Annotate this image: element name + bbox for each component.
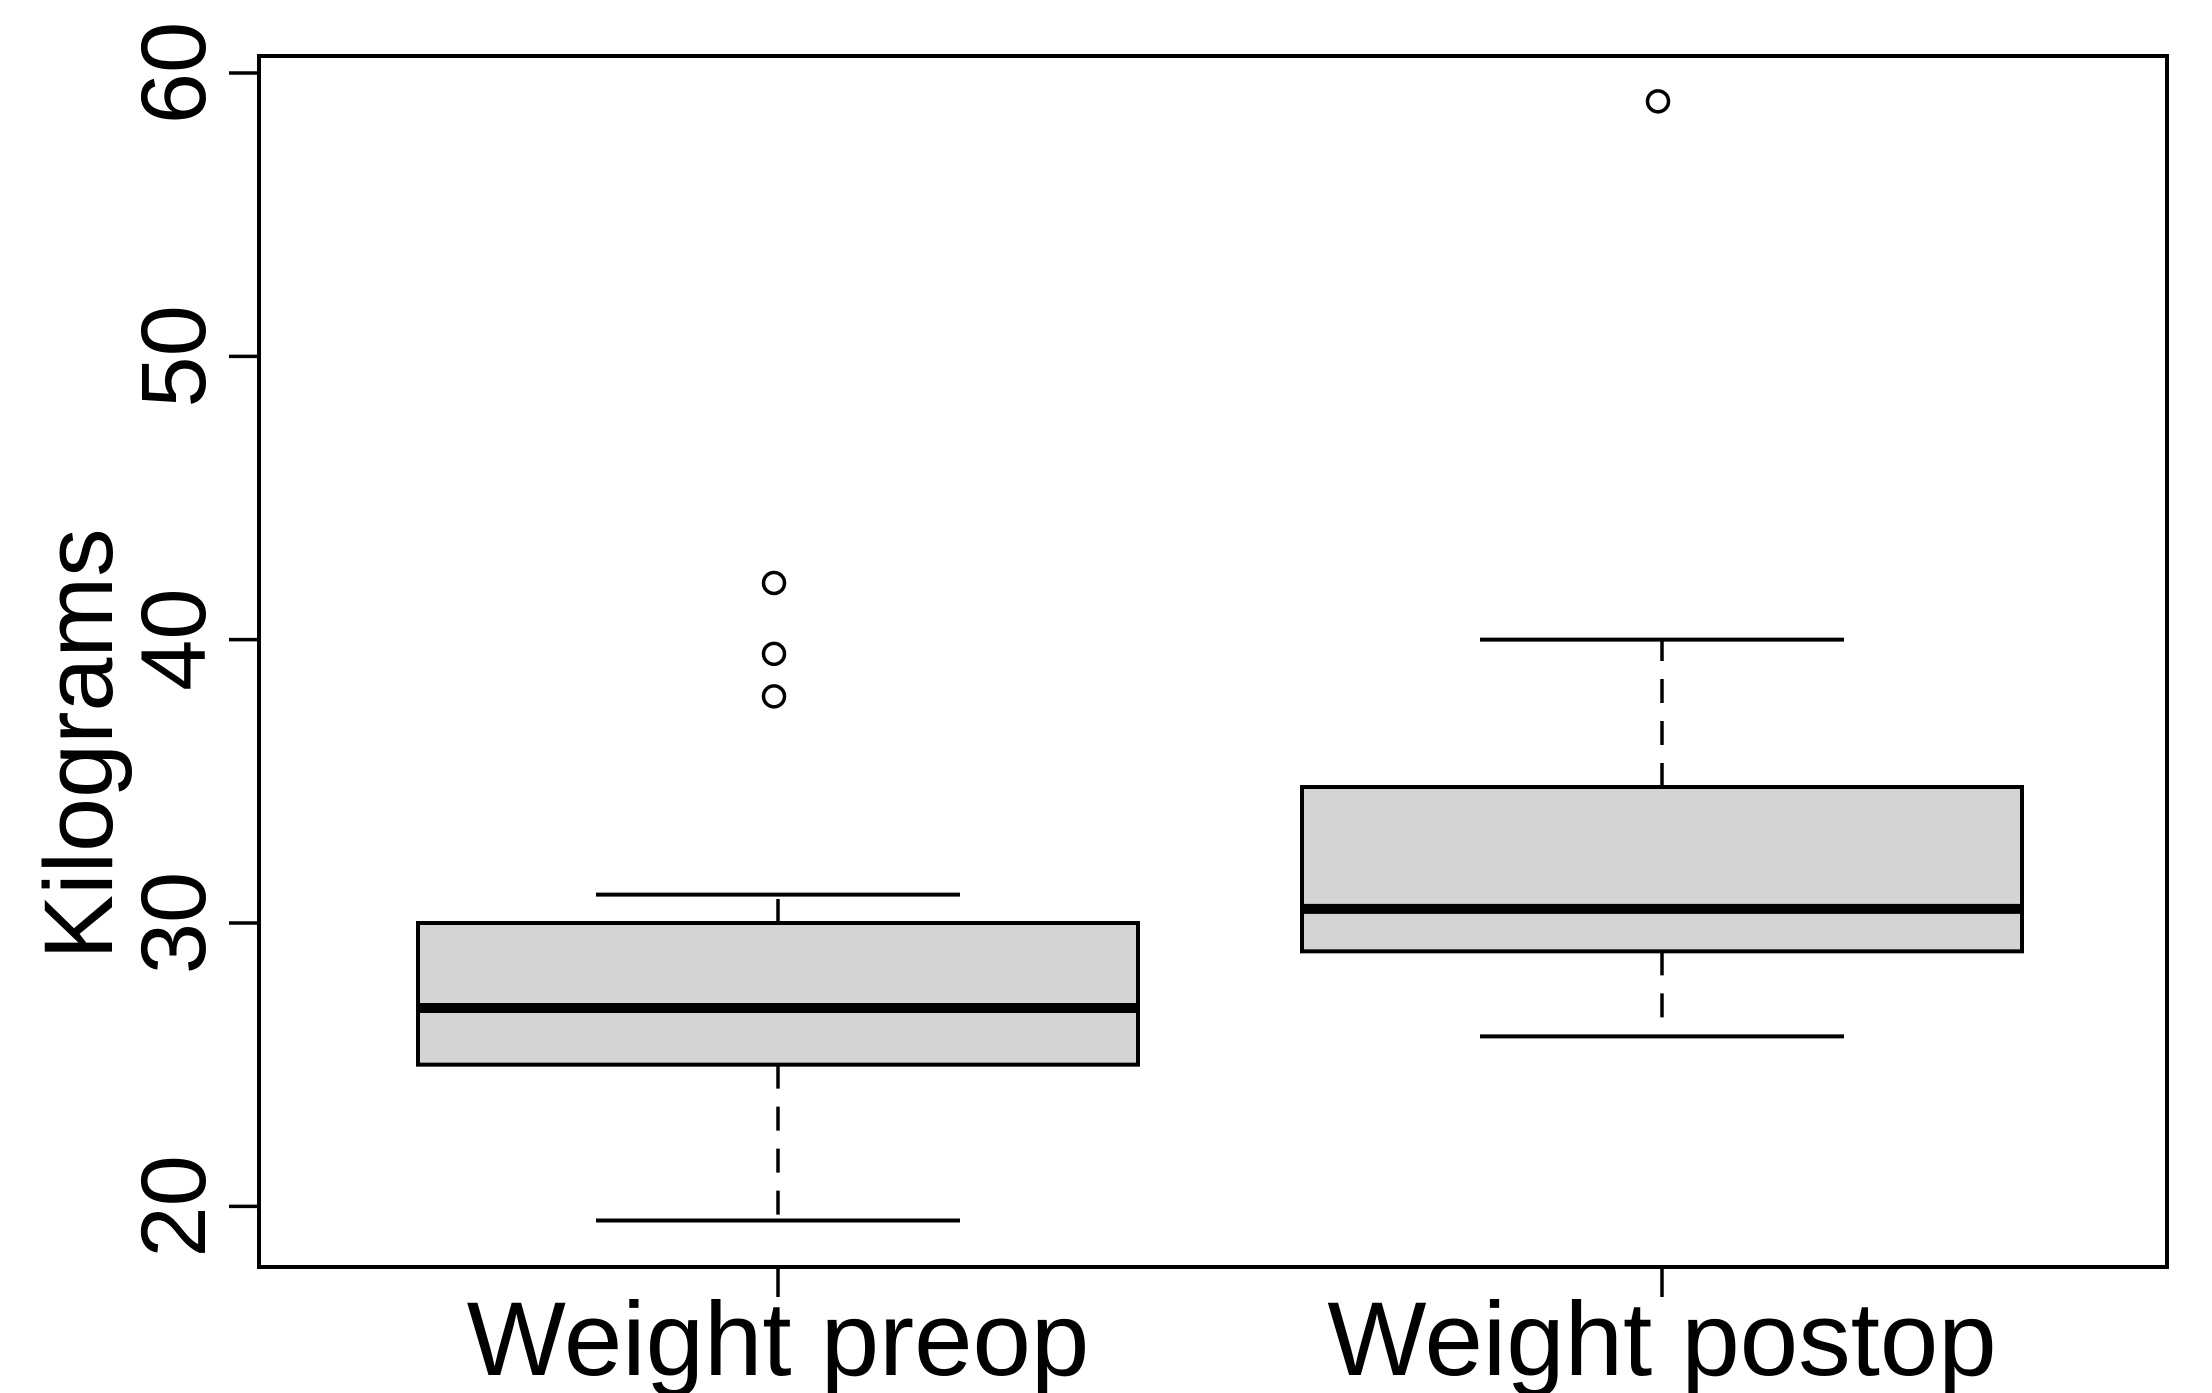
x-axis	[776, 1267, 1664, 1297]
iqr-box-preop	[416, 920, 1140, 1067]
plot-border	[257, 54, 2169, 1269]
y-tick-label-50: 50	[123, 305, 225, 407]
category-label-postop: Weight postop	[1327, 1281, 1996, 1393]
boxplots	[416, 89, 2024, 1223]
y-tick-label-30: 30	[123, 872, 225, 974]
category-label-preop: Weight preop	[467, 1281, 1090, 1393]
y-axis-title: Kilograms	[24, 528, 133, 959]
y-axis: 20 30 40 50 60	[123, 22, 259, 1258]
outlier-preop-42	[761, 570, 787, 596]
outlier-preop-39.5	[761, 641, 787, 667]
y-tick-label-20: 20	[123, 1155, 225, 1257]
y-tick-label-40: 40	[123, 588, 225, 690]
iqr-box-postop	[1300, 784, 2024, 954]
outlier-postop-59	[1645, 89, 1671, 114]
y-tick-label-60: 60	[123, 22, 225, 124]
outlier-preop-38	[761, 684, 787, 709]
